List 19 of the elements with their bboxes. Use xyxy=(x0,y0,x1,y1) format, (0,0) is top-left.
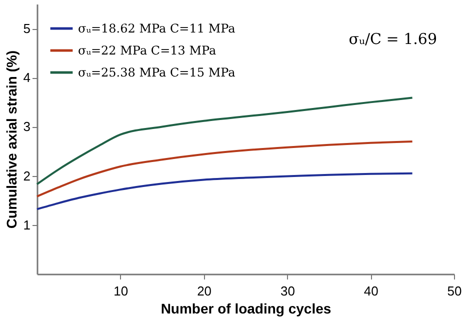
y-tick-label: 5 xyxy=(23,21,30,36)
x-tick-label: 20 xyxy=(197,284,212,298)
y-tick-label: 2 xyxy=(23,168,30,184)
y-tick-label: 3 xyxy=(23,119,30,134)
y-axis-title: Cumulative axial strain (%) xyxy=(3,50,20,229)
line-series xyxy=(36,96,414,186)
x-tick-label: 10 xyxy=(114,284,128,298)
x-axis-title: Number of loading cycles xyxy=(160,300,332,316)
legend-label: σᵤ=18.62 MPa C=11 MPa xyxy=(78,22,236,36)
y-tick-label: 4 xyxy=(23,70,30,86)
x-tick-label: 30 xyxy=(280,284,295,298)
line-series xyxy=(36,140,414,198)
x-tick-label: 40 xyxy=(364,284,378,298)
legend-label: σᵤ=22 MPa C=13 MPa xyxy=(78,44,216,58)
annotation: σᵤ/C = 1.69 xyxy=(348,30,437,48)
legend-label: σᵤ=25.38 MPa C=15 MPa xyxy=(78,66,236,80)
x-tick-label: 50 xyxy=(447,284,462,298)
y-tick-label: 1 xyxy=(23,217,30,232)
line-series xyxy=(36,172,414,210)
